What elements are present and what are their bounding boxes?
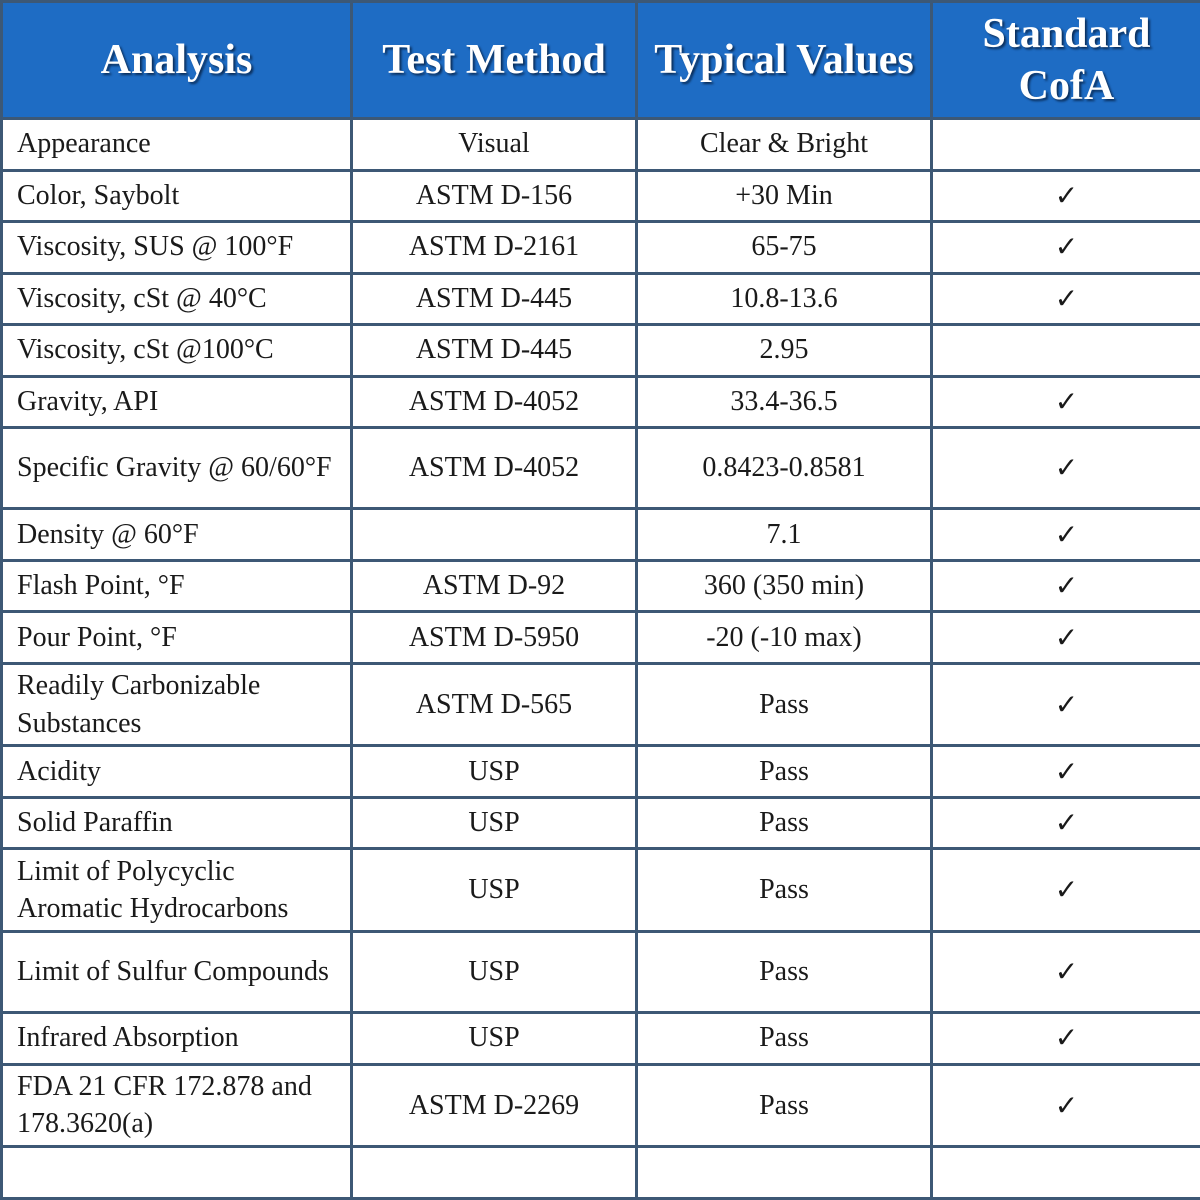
- table-cell: ASTM D-4052: [350, 374, 638, 430]
- table-cell: -20 (-10 max): [635, 610, 933, 665]
- table-cell: 10.8-13.6: [635, 271, 933, 327]
- table-cell: Pass: [635, 661, 933, 748]
- table-cell: Pass: [635, 847, 933, 934]
- table-cell: FDA 21 CFR 172.878 and 178.3620(a): [0, 1062, 353, 1149]
- check-cell: ✓: [930, 168, 1200, 224]
- table-row: Viscosity, SUS @ 100°F ASTM D-2161 65-75 ✓: [0, 220, 1200, 275]
- header-cell: Standard CofA: [930, 0, 1200, 120]
- table-cell: USP: [350, 795, 638, 851]
- table-cell: ASTM D-156: [350, 168, 638, 224]
- table-row: Viscosity, cSt @ 40°C ASTM D-445 10.8-13.6…: [0, 271, 1200, 327]
- check-cell: ✓: [930, 847, 1200, 934]
- table-cell: Gravity, API: [0, 374, 353, 430]
- table-cell: 7.1: [635, 507, 933, 562]
- check-cell: ✓: [930, 220, 1200, 275]
- table-row: Appearance Visual Clear & Bright: [0, 117, 1200, 172]
- table-cell: Pass: [635, 795, 933, 851]
- check-cell: ✓: [930, 744, 1200, 799]
- table-cell: [350, 1145, 638, 1200]
- table-cell: ASTM D-2161: [350, 220, 638, 275]
- table-cell: [635, 1145, 933, 1200]
- table-row: Density @ 60°F 7.1 ✓: [0, 507, 1200, 562]
- table-cell: Infrared Absorption: [0, 1011, 353, 1066]
- check-cell: [930, 117, 1200, 172]
- table-cell: 33.4-36.5: [635, 374, 933, 430]
- table-row: Flash Point, °F ASTM D-92 360 (350 min) ✓: [0, 558, 1200, 614]
- check-cell: ✓: [930, 661, 1200, 748]
- table-cell: Pour Point, °F: [0, 610, 353, 665]
- table-cell: Acidity: [0, 744, 353, 799]
- table-cell: Specific Gravity @ 60/60°F: [0, 426, 353, 511]
- header-cell: Test Method: [350, 0, 638, 120]
- check-cell: ✓: [930, 271, 1200, 327]
- table-cell: Viscosity, SUS @ 100°F: [0, 220, 353, 275]
- table-cell: Limit of Polycyclic Aromatic Hydrocarbon…: [0, 847, 353, 934]
- table-cell: 2.95: [635, 323, 933, 378]
- table-cell: Flash Point, °F: [0, 558, 353, 614]
- header-cell: Typical Values: [635, 0, 933, 120]
- table-cell: ASTM D-565: [350, 661, 638, 748]
- blank-row: [0, 1145, 1200, 1200]
- table-cell: Pass: [635, 1062, 933, 1149]
- table-cell: USP: [350, 744, 638, 799]
- table-cell: Solid Paraffin: [0, 795, 353, 851]
- table-row: Limit of Sulfur Compounds USP Pass ✓: [0, 930, 1200, 1015]
- table-cell: [350, 507, 638, 562]
- table-row: Limit of Polycyclic Aromatic Hydrocarbon…: [0, 847, 1200, 934]
- check-cell: ✓: [930, 1062, 1200, 1149]
- table-cell: Pass: [635, 930, 933, 1015]
- table-cell: [0, 1145, 353, 1200]
- table-cell: Density @ 60°F: [0, 507, 353, 562]
- table-row: Pour Point, °F ASTM D-5950 -20 (-10 max) ✓: [0, 610, 1200, 665]
- table-cell: Pass: [635, 1011, 933, 1066]
- table-cell: Color, Saybolt: [0, 168, 353, 224]
- table-cell: Clear & Bright: [635, 117, 933, 172]
- table-cell: ASTM D-445: [350, 271, 638, 327]
- table-row: Color, Saybolt ASTM D-156 +30 Min ✓: [0, 168, 1200, 224]
- check-cell: ✓: [930, 374, 1200, 430]
- table-body: Appearance Visual Clear & Bright Color, Say…: [0, 117, 1200, 1200]
- check-cell: ✓: [930, 1011, 1200, 1066]
- check-cell: ✓: [930, 795, 1200, 851]
- table-cell: 65-75: [635, 220, 933, 275]
- table-row: Readily Carbonizable Substances ASTM D-56…: [0, 661, 1200, 748]
- table-cell: [930, 1145, 1200, 1200]
- table-row: Specific Gravity @ 60/60°F ASTM D-4052 0.8…: [0, 426, 1200, 511]
- check-cell: ✓: [930, 507, 1200, 562]
- table-row: Solid Paraffin USP Pass ✓: [0, 795, 1200, 851]
- table-row: Gravity, API ASTM D-4052 33.4-36.5 ✓: [0, 374, 1200, 430]
- table-cell: ASTM D-92: [350, 558, 638, 614]
- table-cell: ASTM D-4052: [350, 426, 638, 511]
- table-cell: USP: [350, 847, 638, 934]
- table-cell: Viscosity, cSt @ 40°C: [0, 271, 353, 327]
- table-cell: Visual: [350, 117, 638, 172]
- table-cell: ASTM D-5950: [350, 610, 638, 665]
- header-cell: Analysis: [0, 0, 353, 120]
- check-cell: [930, 323, 1200, 378]
- table-cell: Readily Carbonizable Substances: [0, 661, 353, 748]
- table-row: FDA 21 CFR 172.878 and 178.3620(a) ASTM D…: [0, 1062, 1200, 1149]
- table-cell: Limit of Sulfur Compounds: [0, 930, 353, 1015]
- table-row: Viscosity, cSt @100°C ASTM D-445 2.95: [0, 323, 1200, 378]
- table-row: Infrared Absorption USP Pass ✓: [0, 1011, 1200, 1066]
- table-cell: USP: [350, 1011, 638, 1066]
- table-row: Acidity USP Pass ✓: [0, 744, 1200, 799]
- table-cell: USP: [350, 930, 638, 1015]
- table-cell: 360 (350 min): [635, 558, 933, 614]
- table-cell: ASTM D-445: [350, 323, 638, 378]
- table-cell: 0.8423-0.8581: [635, 426, 933, 511]
- check-cell: ✓: [930, 426, 1200, 511]
- check-cell: ✓: [930, 610, 1200, 665]
- table-cell: Appearance: [0, 117, 353, 172]
- table-cell: Viscosity, cSt @100°C: [0, 323, 353, 378]
- table-cell: ASTM D-2269: [350, 1062, 638, 1149]
- table-cell: +30 Min: [635, 168, 933, 224]
- check-cell: ✓: [930, 558, 1200, 614]
- check-cell: ✓: [930, 930, 1200, 1015]
- header-row: Analysis Test Method Typical Values Standar…: [0, 0, 1200, 120]
- table-cell: Pass: [635, 744, 933, 799]
